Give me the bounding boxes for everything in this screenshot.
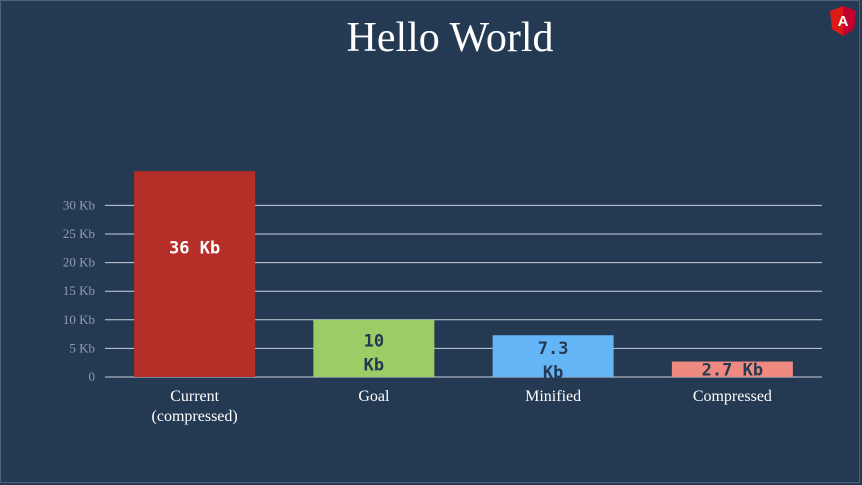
y-tick-label: 30 Kb <box>63 197 95 212</box>
bar-value-label: 36 Kb <box>169 238 220 258</box>
y-tick-label: 5 Kb <box>69 340 95 355</box>
slide-title: Hello World <box>346 15 554 61</box>
bar-value-label: 7.3 Kb <box>538 339 569 383</box>
x-category-label: Current (compressed) <box>152 388 238 425</box>
y-tick-label: 20 Kb <box>63 255 95 270</box>
angular-logo-icon: A <box>830 6 856 36</box>
y-tick-label: 10 Kb <box>63 312 95 327</box>
bar <box>134 171 256 377</box>
logo-letter: A <box>838 13 849 30</box>
y-tick-label: 0 <box>89 369 96 384</box>
bar-value-label: 2.7 Kb <box>702 360 763 380</box>
bar-value-label: 10 Kb <box>364 331 384 375</box>
bar <box>313 319 435 377</box>
bar <box>671 361 793 377</box>
x-category-label: Minified <box>525 388 581 405</box>
y-tick-label: 15 Kb <box>63 283 95 298</box>
y-tick-label: 25 Kb <box>63 226 95 241</box>
bar <box>492 335 614 377</box>
x-category-label: Goal <box>358 388 390 405</box>
x-category-label: Compressed <box>693 388 772 405</box>
